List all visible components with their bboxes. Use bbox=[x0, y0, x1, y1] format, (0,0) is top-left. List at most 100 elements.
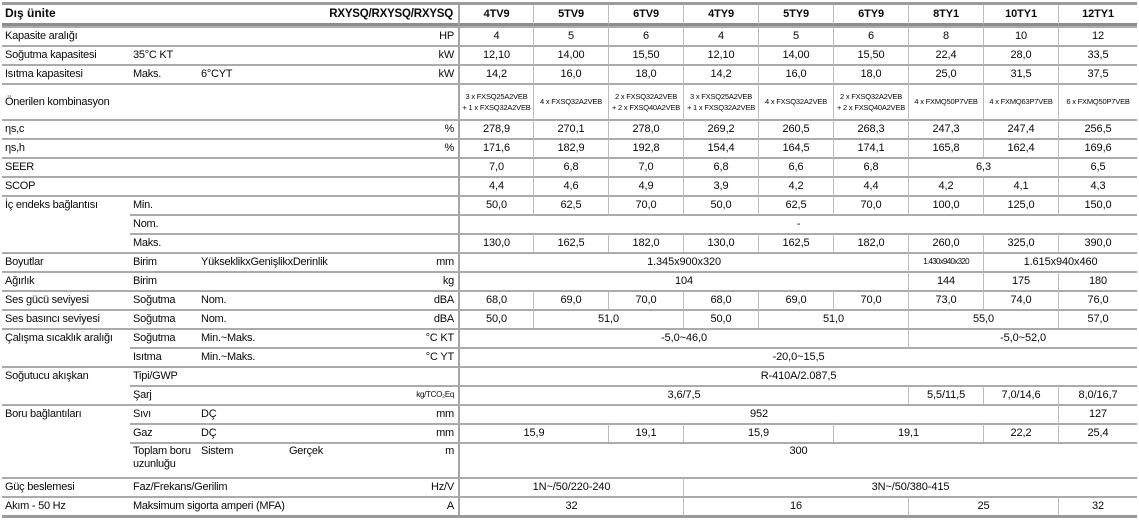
value-cell: 6 bbox=[608, 26, 684, 45]
value-cell: 51,0 bbox=[533, 309, 684, 328]
value-cell: 12 bbox=[1058, 26, 1138, 45]
row-label: SEER bbox=[2, 157, 376, 176]
table-row: İç endeks bağlantısı Min. 50,0 62,5 70,0 50,0… bbox=[2, 195, 1138, 214]
value-cell: 14,00 bbox=[758, 45, 834, 64]
unit-cell bbox=[376, 233, 459, 252]
value-cell: 73,0 bbox=[908, 290, 984, 309]
label-filler bbox=[2, 442, 130, 477]
table-row: Gaz DÇ mm 15,9 19,1 15,9 19,1 22,2 25,4 bbox=[2, 423, 1138, 442]
row-label: Nom. bbox=[198, 290, 376, 309]
value-cell: 6,5 bbox=[1058, 157, 1138, 176]
unit-cell: °C YT bbox=[376, 347, 459, 366]
value-cell: 1.345x900x320 bbox=[458, 252, 909, 271]
unit-cell: A bbox=[376, 496, 459, 515]
value-cell: 162,4 bbox=[983, 138, 1059, 157]
value-cell: 5,5/11,5 bbox=[908, 385, 984, 404]
value-cell: 62,5 bbox=[533, 195, 609, 214]
table-row: ηs,c% 278,9 270,1 278,0 269,2 260,5 268,3 247,3… bbox=[2, 119, 1138, 138]
column-header: 6TV9 bbox=[608, 5, 684, 26]
row-label: Akım - 50 Hz bbox=[2, 496, 130, 515]
value-cell: 162,5 bbox=[758, 233, 834, 252]
value-cell: 16,0 bbox=[533, 64, 609, 83]
unit-cell: °C KT bbox=[376, 328, 459, 347]
unit-cell: % bbox=[376, 119, 459, 138]
value-cell: 4,3 bbox=[1058, 176, 1138, 195]
column-header: 5TV9 bbox=[533, 5, 609, 26]
row-label: Ağırlık bbox=[2, 271, 130, 290]
row-label: Önerilen kombinasyon bbox=[2, 83, 376, 119]
value-cell: 270,1 bbox=[533, 119, 609, 138]
column-header: 10TY1 bbox=[983, 5, 1059, 26]
value-cell: - bbox=[458, 214, 1138, 233]
row-label: Soğutma kapasitesi bbox=[2, 45, 130, 64]
value-cell: 180 bbox=[1058, 271, 1138, 290]
value-cell: 12,10 bbox=[683, 45, 759, 64]
spec-table-body: Kapasite aralığı HP 4 5 6 4 5 6 8 10 12 Soğutma kap… bbox=[2, 26, 1138, 515]
row-label: 6°CYT bbox=[198, 64, 376, 83]
value-cell: 169,6 bbox=[1058, 138, 1138, 157]
value-cell: 278,9 bbox=[458, 119, 534, 138]
row-label: Şarj bbox=[130, 385, 376, 404]
row-label: Ses gücü seviyesi bbox=[2, 290, 130, 309]
value-cell: 100,0 bbox=[908, 195, 984, 214]
value-cell: 260,5 bbox=[758, 119, 834, 138]
row-label: Güç beslemesi bbox=[2, 477, 130, 496]
value-cell: 130,0 bbox=[683, 233, 759, 252]
value-cell: 50,0 bbox=[458, 195, 534, 214]
model-series-label: RXYSQ/RXYSQ/RXYSQ bbox=[130, 5, 459, 26]
row-label: Kapasite aralığı bbox=[2, 26, 376, 45]
value-cell: 3,6/7,5 bbox=[458, 385, 909, 404]
value-cell: 69,0 bbox=[758, 290, 834, 309]
row-label: Soğutma bbox=[130, 328, 198, 347]
row-label: DÇ bbox=[198, 404, 376, 423]
unit-cell: kW bbox=[376, 45, 459, 64]
value-cell: 247,4 bbox=[983, 119, 1059, 138]
unit-cell bbox=[376, 176, 459, 195]
table-row: Ağırlık Birim kg 104 144 175 180 bbox=[2, 271, 1138, 290]
value-cell: 256,5 bbox=[1058, 119, 1138, 138]
value-cell: 260,0 bbox=[908, 233, 984, 252]
value-cell: 125,0 bbox=[983, 195, 1059, 214]
value-cell: 55,0 bbox=[908, 309, 1059, 328]
value-cell: 130,0 bbox=[458, 233, 534, 252]
value-cell: R-410A/2.087,5 bbox=[458, 366, 1138, 385]
value-cell: 70,0 bbox=[608, 290, 684, 309]
value-cell: 32 bbox=[458, 496, 684, 515]
value-cell: 68,0 bbox=[458, 290, 534, 309]
value-cell: 18,0 bbox=[833, 64, 909, 83]
unit-cell: Hz/V bbox=[376, 477, 459, 496]
value-cell: 22,4 bbox=[908, 45, 984, 64]
row-label: Birim bbox=[130, 271, 376, 290]
value-cell: 19,1 bbox=[608, 423, 684, 442]
value-cell: 269,2 bbox=[683, 119, 759, 138]
column-header: 12TY1 bbox=[1058, 5, 1138, 26]
value-cell: 247,3 bbox=[908, 119, 984, 138]
value-cell: 1.430x940x320 bbox=[908, 252, 984, 271]
value-cell: 16 bbox=[683, 496, 909, 515]
value-cell: 2 x FXSQ32A2VEB + 2 x FXSQ40A2VEB bbox=[608, 83, 684, 119]
value-cell: 4 x FXSQ32A2VEB bbox=[758, 83, 834, 119]
value-cell: 4 bbox=[683, 26, 759, 45]
label-filler bbox=[2, 214, 130, 233]
row-label: Isıtma bbox=[130, 347, 198, 366]
row-label: ηs,h bbox=[2, 138, 376, 157]
unit-cell: kg bbox=[376, 271, 459, 290]
value-cell: 10 bbox=[983, 26, 1059, 45]
value-cell: 15,50 bbox=[833, 45, 909, 64]
value-cell: 6 bbox=[833, 26, 909, 45]
value-cell: 171,6 bbox=[458, 138, 534, 157]
value-cell: 325,0 bbox=[983, 233, 1059, 252]
value-cell: 15,50 bbox=[608, 45, 684, 64]
table-row: Şarj kg/TCO₂Eq 3,6/7,5 5,5/11,5 7,0/14,6 8,0/… bbox=[2, 385, 1138, 404]
unit-cell: kg/TCO₂Eq bbox=[376, 385, 459, 404]
unit-cell: mm bbox=[376, 404, 459, 423]
value-cell: 182,9 bbox=[533, 138, 609, 157]
value-cell: -5,0~52,0 bbox=[908, 328, 1138, 347]
unit-cell bbox=[376, 83, 459, 119]
table-row: Önerilen kombinasyon 3 x FXSQ25A2VEB + 1 … bbox=[2, 83, 1138, 119]
table-row: Kapasite aralığı HP 4 5 6 4 5 6 8 10 12 bbox=[2, 26, 1138, 45]
row-label: Soğutma bbox=[130, 290, 198, 309]
label-filler bbox=[2, 233, 130, 252]
value-cell: 278,0 bbox=[608, 119, 684, 138]
row-label: Ses basıncı seviyesi bbox=[2, 309, 130, 328]
